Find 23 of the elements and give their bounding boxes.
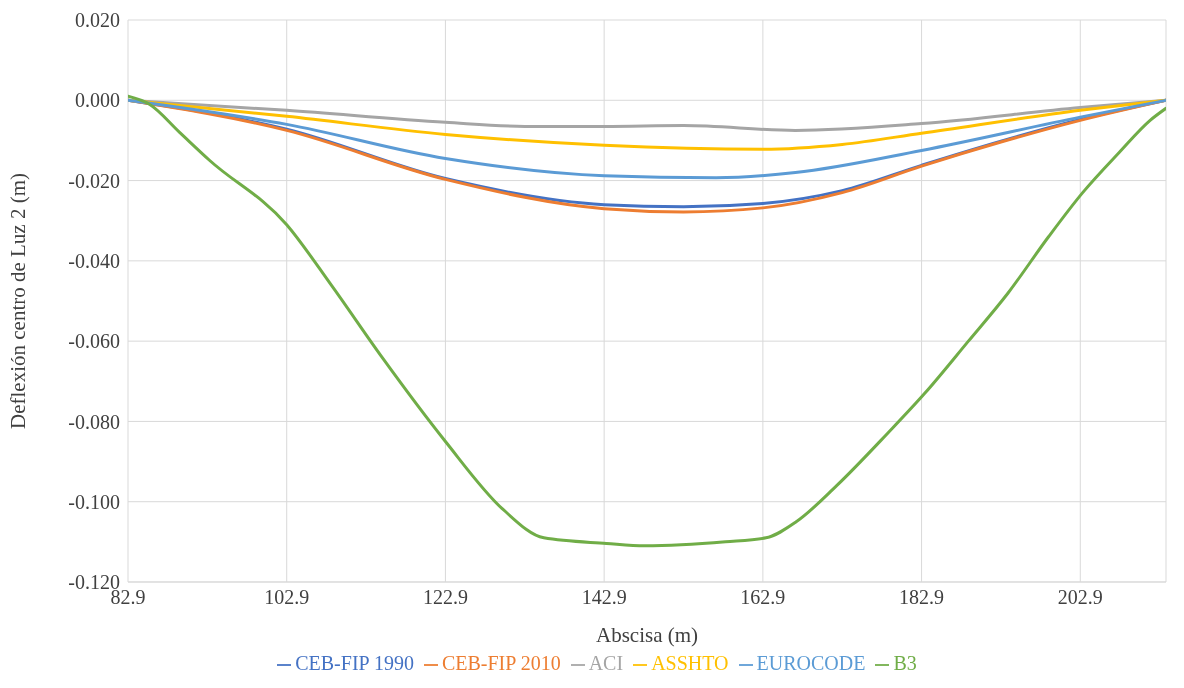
line-series xyxy=(128,98,1166,180)
y-axis-title: Deflexión centro de Luz 2 (m) xyxy=(6,173,31,429)
legend-label: B3 xyxy=(893,652,917,674)
legend-label: CEB-FIP 1990 xyxy=(295,652,414,674)
line-series xyxy=(128,94,1166,548)
legend-label: ACI xyxy=(588,652,624,674)
x-tick-label: 162.9 xyxy=(740,586,786,609)
x-tick-label: 182.9 xyxy=(899,586,945,609)
y-tick-label: -0.020 xyxy=(68,169,120,192)
x-tick-label: 142.9 xyxy=(581,586,627,609)
y-tick-label: 0.020 xyxy=(75,9,120,32)
y-tick-label: -0.040 xyxy=(68,249,120,272)
legend-label: EUROCODE xyxy=(756,652,866,674)
legend-label: ASSHTO xyxy=(651,652,729,674)
y-tick-label: 0.000 xyxy=(75,89,120,112)
y-tick-label: -0.060 xyxy=(68,330,120,353)
x-axis-title: Abscisa (m) xyxy=(595,623,699,647)
legend-label: CEB-FIP 2010 xyxy=(441,652,561,674)
x-tick-label: 102.9 xyxy=(264,586,310,609)
x-tick-label: 122.9 xyxy=(422,586,468,609)
y-tick-label: -0.100 xyxy=(68,490,120,513)
x-tick-label: 202.9 xyxy=(1057,586,1103,609)
y-tick-label: -0.080 xyxy=(68,410,120,433)
